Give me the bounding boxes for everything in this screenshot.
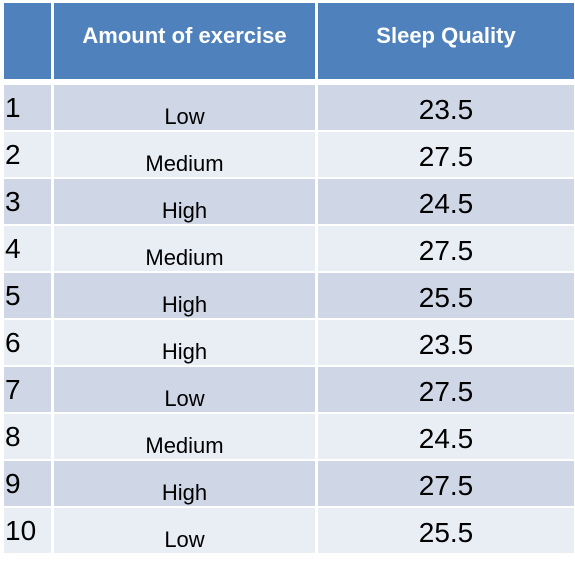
row-index: 1 xyxy=(4,85,51,132)
row-index: 4 xyxy=(4,226,51,273)
row-index: 3 xyxy=(4,179,51,226)
row-exercise: Medium xyxy=(54,226,315,273)
row-exercise: High xyxy=(54,461,315,508)
row-sleep-quality: 25.5 xyxy=(318,508,574,555)
row-exercise: Low xyxy=(54,508,315,555)
row-exercise: Low xyxy=(54,85,315,132)
row-exercise: High xyxy=(54,179,315,226)
row-exercise: Medium xyxy=(54,414,315,461)
row-sleep-quality: 27.5 xyxy=(318,226,574,273)
header-index xyxy=(4,3,51,85)
row-index: 5 xyxy=(4,273,51,320)
row-exercise: High xyxy=(54,273,315,320)
header-sleep-quality: Sleep Quality xyxy=(318,3,574,85)
row-index: 7 xyxy=(4,367,51,414)
row-exercise: Medium xyxy=(54,132,315,179)
row-index: 9 xyxy=(4,461,51,508)
header-exercise: Amount of exercise xyxy=(54,3,315,85)
data-table: Amount of exercise Sleep Quality 1 Low 2… xyxy=(4,3,574,555)
row-sleep-quality: 23.5 xyxy=(318,85,574,132)
row-sleep-quality: 24.5 xyxy=(318,414,574,461)
row-sleep-quality: 27.5 xyxy=(318,367,574,414)
row-index: 8 xyxy=(4,414,51,461)
row-sleep-quality: 27.5 xyxy=(318,132,574,179)
row-sleep-quality: 23.5 xyxy=(318,320,574,367)
row-sleep-quality: 27.5 xyxy=(318,461,574,508)
row-index: 6 xyxy=(4,320,51,367)
row-index: 2 xyxy=(4,132,51,179)
row-sleep-quality: 24.5 xyxy=(318,179,574,226)
row-sleep-quality: 25.5 xyxy=(318,273,574,320)
row-exercise: Low xyxy=(54,367,315,414)
row-exercise: High xyxy=(54,320,315,367)
row-index: 10 xyxy=(4,508,51,555)
